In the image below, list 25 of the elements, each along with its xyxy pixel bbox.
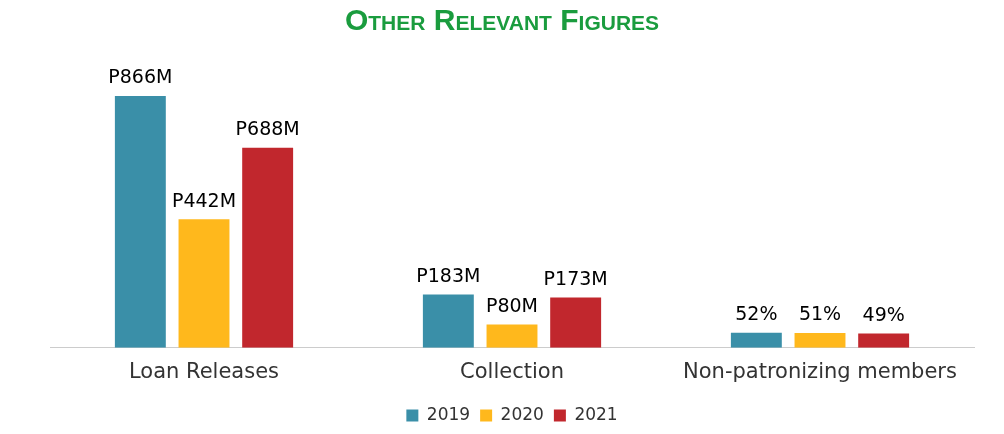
bar <box>178 219 230 348</box>
bar <box>242 147 294 348</box>
legend-label: 2020 <box>500 403 544 424</box>
bar <box>422 294 474 348</box>
data-label: P442M <box>171 188 237 211</box>
legend-label: 2019 <box>426 403 471 424</box>
bar <box>486 324 538 348</box>
data-label: 49% <box>862 302 905 325</box>
data-label: P866M <box>108 65 173 88</box>
x-tick-label: Collection <box>460 358 564 383</box>
x-tick-label: Non-patronizing members <box>683 358 957 383</box>
data-label: P80M <box>485 293 539 316</box>
x-tick-label: Loan Releases <box>128 358 280 383</box>
data-label: P183M <box>416 264 481 286</box>
bar <box>730 332 782 348</box>
bar <box>858 333 910 348</box>
bar <box>114 95 166 348</box>
data-label: P173M <box>543 266 608 289</box>
bar <box>550 297 602 348</box>
chart-title: Other Relevant Figures <box>343 2 661 38</box>
data-label: 52% <box>735 302 778 325</box>
data-label: P688M <box>235 117 300 140</box>
legend-label: 2021 <box>574 403 618 424</box>
data-label: 51% <box>798 302 842 325</box>
bar <box>794 332 846 348</box>
